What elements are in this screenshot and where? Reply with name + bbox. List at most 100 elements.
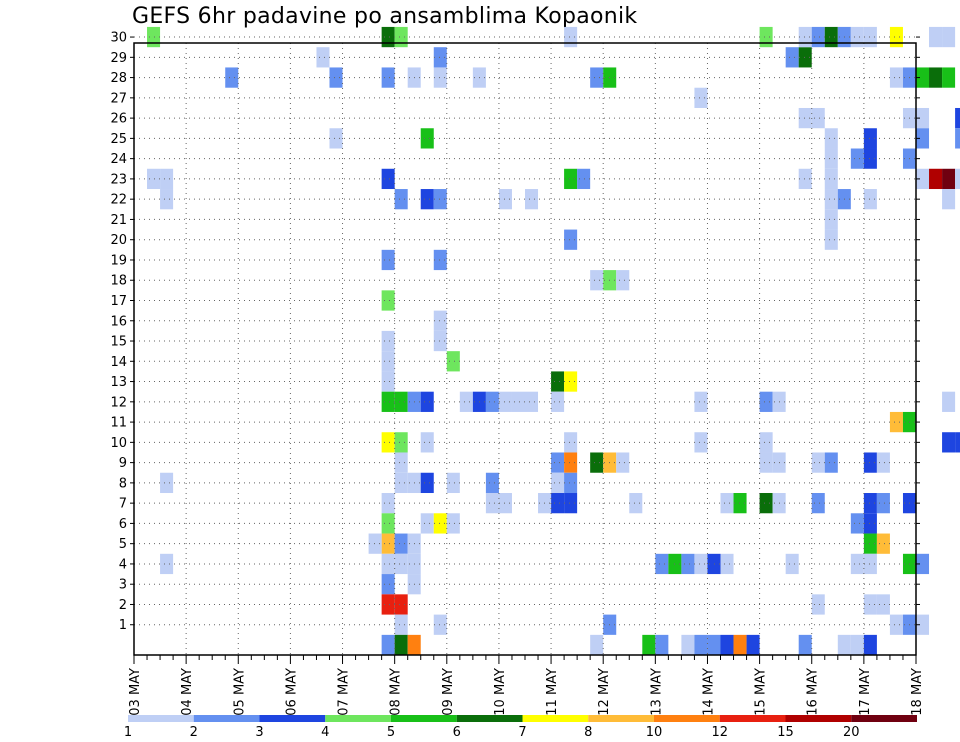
heat-cell bbox=[707, 553, 721, 575]
heat-cell bbox=[381, 330, 395, 352]
y-tick-label: 3 bbox=[119, 578, 127, 593]
x-tick-label: 08 MAY bbox=[389, 668, 404, 716]
heat-cell bbox=[564, 472, 578, 494]
colorbar-label: 3 bbox=[255, 725, 263, 740]
heat-cell bbox=[811, 594, 825, 615]
heat-cell bbox=[942, 26, 956, 48]
heat-cell bbox=[942, 67, 956, 88]
colorbar-label: 2 bbox=[190, 725, 198, 740]
heat-cell bbox=[564, 26, 578, 48]
heat-cell bbox=[394, 189, 408, 210]
heat-cell bbox=[733, 493, 747, 514]
heat-cell bbox=[564, 168, 578, 190]
heat-cell bbox=[681, 553, 695, 575]
y-tick-label: 16 bbox=[110, 314, 127, 329]
heat-cell bbox=[876, 533, 890, 554]
heat-cell bbox=[942, 168, 956, 190]
heat-cell bbox=[381, 533, 395, 554]
heat-cell bbox=[759, 432, 773, 453]
heat-cell bbox=[850, 634, 864, 656]
heat-cell bbox=[407, 634, 421, 656]
heat-cell bbox=[564, 229, 578, 250]
heat-cell bbox=[394, 553, 408, 575]
heat-cell bbox=[420, 189, 434, 210]
heat-cell bbox=[329, 128, 343, 149]
colorbar-swatch bbox=[719, 715, 786, 722]
heat-cell bbox=[590, 634, 604, 656]
heat-cell bbox=[498, 189, 512, 210]
heat-cell bbox=[498, 493, 512, 514]
heat-cell bbox=[160, 472, 174, 494]
heat-cell bbox=[160, 168, 174, 190]
heat-cell bbox=[850, 553, 864, 575]
heat-cell bbox=[420, 513, 434, 534]
heat-cell bbox=[811, 107, 825, 129]
heat-cell bbox=[381, 351, 395, 372]
heat-cell bbox=[850, 148, 864, 169]
heat-cell bbox=[564, 493, 578, 514]
y-tick-label: 6 bbox=[119, 517, 127, 532]
colorbar-label: 1 bbox=[124, 725, 132, 740]
y-tick-label: 4 bbox=[119, 557, 127, 572]
x-tick-label: 06 MAY bbox=[284, 668, 299, 716]
heat-cell bbox=[955, 128, 960, 149]
heat-cell bbox=[889, 614, 903, 635]
heat-cell bbox=[381, 290, 395, 311]
heat-cell bbox=[655, 553, 669, 575]
heat-cell bbox=[381, 432, 395, 453]
colorbar-swatch bbox=[456, 715, 523, 722]
colorbar-swatch bbox=[128, 715, 194, 722]
heat-cell bbox=[446, 351, 460, 372]
heat-cell bbox=[329, 67, 343, 88]
colorbar-swatch bbox=[325, 715, 391, 722]
heat-cell bbox=[916, 128, 930, 149]
heat-cell bbox=[381, 553, 395, 575]
heat-cell bbox=[916, 553, 930, 575]
heat-cell bbox=[381, 574, 395, 595]
heat-cell bbox=[798, 107, 812, 129]
heat-cell bbox=[720, 553, 734, 575]
heat-cell bbox=[485, 391, 499, 412]
heat-cell bbox=[551, 452, 565, 473]
heat-cell bbox=[394, 452, 408, 473]
heat-cell bbox=[381, 493, 395, 514]
heat-cell bbox=[381, 371, 395, 392]
colorbar-label: 7 bbox=[518, 725, 526, 740]
heat-cell bbox=[694, 634, 708, 656]
chart-title: GEFS 6hr padavine po ansamblima Kopaonik bbox=[132, 4, 638, 29]
x-tick-label: 11 MAY bbox=[545, 668, 560, 716]
heat-cell bbox=[433, 249, 447, 271]
heat-cell bbox=[498, 391, 512, 412]
heat-cell bbox=[785, 553, 799, 575]
heat-cell bbox=[837, 634, 851, 656]
heat-cell bbox=[863, 594, 877, 615]
heat-cell bbox=[433, 47, 447, 68]
heat-cell bbox=[850, 513, 864, 534]
heat-cell bbox=[876, 594, 890, 615]
colorbar-label: 15 bbox=[777, 725, 794, 740]
x-tick-label: 12 MAY bbox=[597, 668, 612, 716]
heat-cell bbox=[824, 452, 838, 473]
heat-cell bbox=[863, 553, 877, 575]
colorbar-label: 5 bbox=[387, 725, 395, 740]
heat-cell bbox=[929, 168, 943, 190]
y-tick-label: 9 bbox=[119, 456, 127, 471]
x-tick-label: 16 MAY bbox=[806, 668, 821, 716]
y-tick-label: 29 bbox=[110, 51, 127, 66]
heat-cell bbox=[368, 533, 382, 554]
heat-cell bbox=[160, 189, 174, 210]
heat-cell bbox=[811, 452, 825, 473]
heat-cell bbox=[733, 634, 747, 656]
heat-cell bbox=[433, 513, 447, 534]
colorbar-swatch bbox=[193, 715, 260, 722]
heat-cell bbox=[942, 391, 956, 412]
heat-cell bbox=[381, 168, 395, 190]
y-tick-label: 12 bbox=[110, 395, 127, 410]
heat-cell bbox=[577, 168, 591, 190]
y-tick-label: 24 bbox=[110, 152, 127, 167]
heat-cell bbox=[694, 87, 708, 108]
heat-cell bbox=[446, 513, 460, 534]
heat-cell bbox=[381, 26, 395, 48]
heat-cell bbox=[394, 614, 408, 635]
colorbar-swatch bbox=[588, 715, 654, 722]
